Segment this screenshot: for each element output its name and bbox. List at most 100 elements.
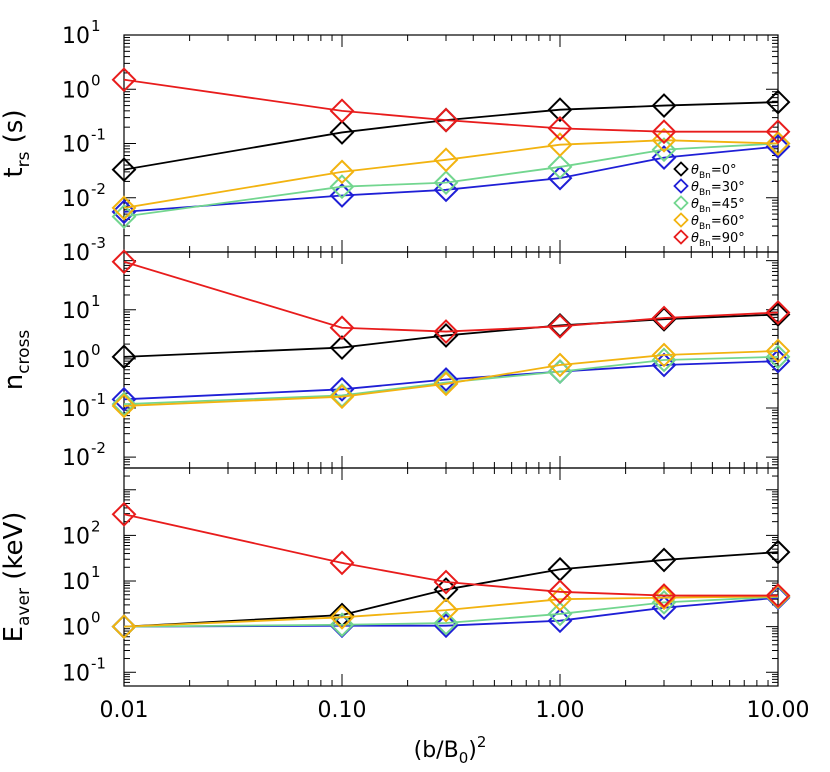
data-point	[651, 93, 677, 118]
data-point	[765, 302, 791, 327]
data-point	[651, 305, 677, 331]
data-point	[547, 97, 573, 123]
data-point	[111, 501, 137, 527]
data-point	[765, 539, 791, 565]
data-point	[111, 614, 137, 640]
y-tick-exponent: -3	[91, 234, 106, 252]
y-tick-exponent: -1	[91, 390, 106, 408]
data-point	[547, 154, 573, 180]
y-tick-exponent: 1	[91, 17, 101, 35]
data-point	[547, 115, 573, 141]
data-point	[433, 170, 459, 196]
data-point	[433, 610, 459, 636]
series-line	[123, 142, 779, 218]
data-point	[547, 165, 573, 191]
series-line	[123, 355, 779, 406]
series-3	[111, 131, 791, 229]
x-tick-label: 1.00	[536, 698, 585, 723]
legend-label: θBn=45°	[691, 197, 745, 215]
data-point	[329, 376, 355, 402]
data-point	[547, 579, 573, 605]
data-point	[651, 585, 677, 611]
data-point	[329, 604, 355, 630]
data-point	[651, 137, 677, 163]
x-axis-title: (b/B0)2	[414, 733, 487, 767]
series-line	[123, 139, 779, 209]
data-point	[547, 313, 573, 339]
data-point	[329, 159, 355, 185]
data-point	[651, 583, 677, 608]
y-tick-label: 10	[62, 187, 90, 212]
y-tick-exponent: -2	[91, 439, 106, 457]
data-point	[111, 391, 137, 417]
y-tick-label: 10	[62, 524, 90, 549]
data-point	[329, 98, 355, 124]
legend-label: θBn=90°	[691, 231, 745, 249]
series-3	[111, 344, 791, 417]
data-point	[111, 157, 137, 183]
data-point	[329, 315, 355, 341]
data-point	[329, 120, 355, 145]
legend-marker	[673, 229, 689, 245]
y-axis-title: trs (s)	[0, 109, 34, 177]
series-line	[123, 260, 779, 333]
y-tick-label: 10	[62, 24, 90, 49]
series-line	[123, 360, 779, 401]
legend-label: θBn=0°	[691, 163, 737, 181]
data-point	[765, 583, 791, 608]
y-tick-label: 10	[62, 570, 90, 595]
data-point	[111, 249, 137, 275]
data-point	[111, 393, 137, 419]
series-5	[111, 501, 791, 608]
data-point	[329, 550, 355, 576]
data-point	[651, 342, 677, 368]
y-tick-exponent: -1	[91, 126, 106, 144]
y-tick-exponent: 0	[91, 341, 101, 359]
data-point	[433, 367, 459, 392]
y-tick-label: 10	[62, 616, 90, 641]
data-point	[329, 183, 355, 208]
series-line	[123, 101, 779, 171]
series-line	[123, 78, 778, 133]
data-point	[111, 195, 137, 221]
x-tick-label: 10.00	[747, 698, 810, 723]
plot-frame	[123, 34, 779, 253]
y-tick-exponent: 0	[91, 71, 101, 89]
y-tick-label: 10	[62, 133, 90, 158]
data-point	[111, 67, 137, 93]
data-point	[111, 386, 137, 412]
series-4	[111, 127, 791, 221]
y-tick-label: 10	[62, 241, 90, 266]
series-line	[123, 145, 779, 213]
plot-frame	[123, 467, 779, 687]
data-point	[433, 107, 459, 133]
data-point	[765, 338, 791, 364]
y-axis-title: Eaver (keV)	[0, 512, 34, 643]
series-3	[111, 584, 791, 640]
y-tick-exponent: -2	[91, 180, 106, 198]
x-tick-label: 0.10	[318, 698, 367, 723]
y-tick-exponent: -1	[91, 654, 106, 672]
series-2	[111, 348, 791, 412]
series-line	[123, 595, 779, 628]
data-point	[433, 319, 459, 344]
series-5	[111, 249, 791, 344]
y-tick-exponent: 0	[91, 609, 101, 627]
y-tick-label: 10	[62, 446, 90, 471]
series-1	[111, 302, 791, 370]
y-axis-title: ncross	[0, 330, 34, 391]
data-point	[765, 344, 791, 370]
y-tick-label: 10	[62, 661, 90, 686]
legend-label: θBn=60°	[691, 214, 745, 232]
data-point	[329, 384, 355, 410]
y-tick-exponent: 1	[91, 292, 101, 310]
data-point	[111, 199, 137, 225]
data-point	[433, 569, 459, 595]
data-point	[111, 344, 137, 370]
data-point	[765, 300, 791, 325]
data-point	[433, 597, 459, 623]
series-4	[111, 338, 791, 419]
